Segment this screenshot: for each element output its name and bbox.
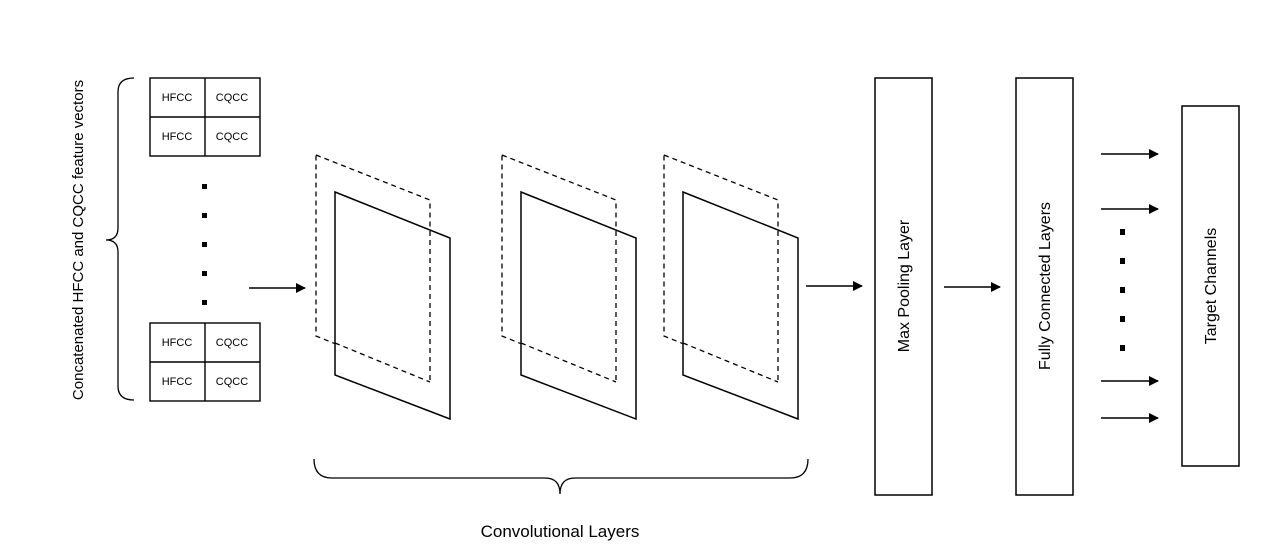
fully-connected-label: Fully Connected Layers: [1037, 202, 1054, 370]
feature-table-bottom: HFCC CQCC HFCC CQCC: [149, 322, 261, 402]
conv-layer-1: [315, 154, 451, 421]
feature-cell-cqcc: CQCC: [216, 337, 248, 349]
feature-cell-cqcc: CQCC: [216, 376, 248, 388]
conv-layers-label: Convolutional Layers: [481, 522, 640, 541]
target-channels: Target Channels: [1181, 105, 1240, 467]
max-pooling-layer: Max Pooling Layer: [874, 77, 933, 496]
conv-bottom-brace: [313, 458, 809, 495]
feature-table-top: HFCC CQCC HFCC CQCC: [149, 77, 261, 157]
feature-cell-cqcc: CQCC: [216, 131, 248, 143]
feature-cell-hfcc: HFCC: [162, 376, 193, 388]
conv-layer-2: [501, 154, 637, 421]
feature-cell-hfcc: HFCC: [162, 337, 193, 349]
max-pooling-label: Max Pooling Layer: [896, 219, 913, 352]
input-side-label: Concatenated HFCC and CQCC feature vecto…: [70, 80, 87, 400]
feature-cell-hfcc: HFCC: [162, 92, 193, 104]
target-channels-label: Target Channels: [1203, 228, 1220, 345]
output-ellipsis: [1120, 229, 1125, 351]
conv-layer-3: [663, 154, 799, 421]
feature-ellipsis: [202, 184, 207, 305]
feature-cell-hfcc: HFCC: [162, 131, 193, 143]
input-left-brace: [105, 77, 135, 401]
feature-cell-cqcc: CQCC: [216, 92, 248, 104]
fully-connected-layers: Fully Connected Layers: [1015, 77, 1074, 496]
